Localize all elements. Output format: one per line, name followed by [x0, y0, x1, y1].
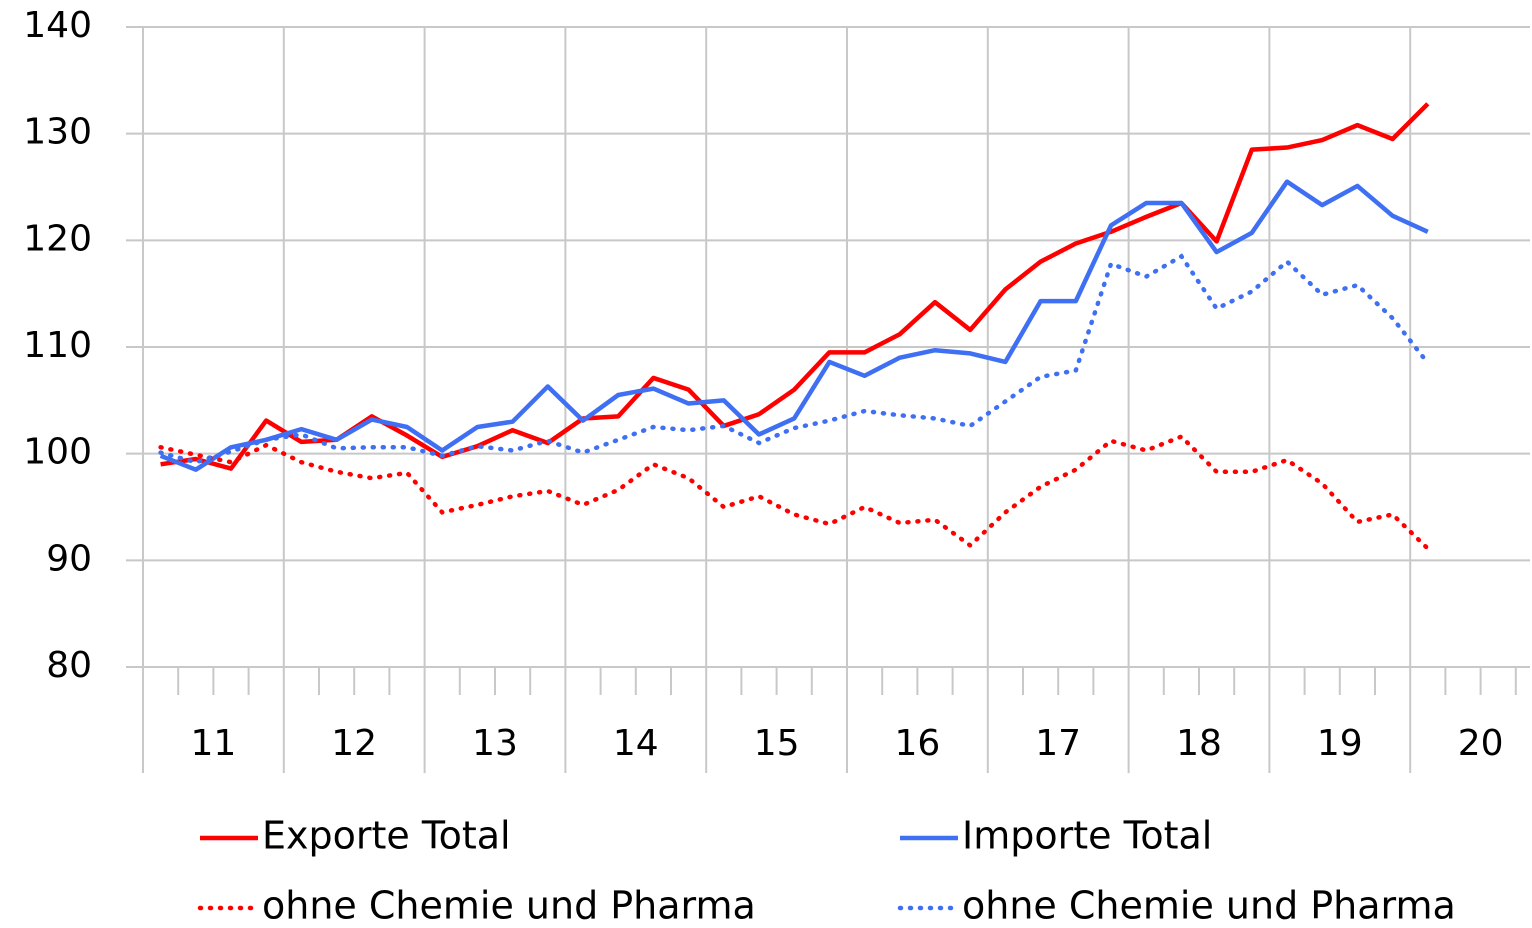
y-tick-label: 110: [23, 325, 92, 366]
series-line: [159, 179, 1429, 472]
y-tick-label: 120: [23, 218, 92, 259]
x-group-label: 20: [1458, 723, 1504, 764]
x-group-label: 12: [331, 723, 377, 764]
series-line: [160, 102, 1430, 471]
legend-label: Exporte Total: [262, 814, 511, 858]
x-group-label: 18: [1176, 723, 1222, 764]
y-tick-label: 130: [23, 112, 92, 153]
x-group-label: 19: [1317, 723, 1363, 764]
x-group-label: 16: [894, 723, 940, 764]
series-line: [158, 433, 1431, 551]
y-tick-label: 80: [46, 645, 92, 686]
series-line: [158, 253, 1431, 465]
legend-label: ohne Chemie und Pharma: [962, 884, 1456, 928]
x-group-label: 13: [472, 723, 518, 764]
x-group-label: 17: [1035, 723, 1081, 764]
y-tick-label: 100: [23, 432, 92, 473]
y-tick-label: 140: [23, 5, 92, 46]
y-tick-label: 90: [46, 538, 92, 579]
x-group-label: 15: [754, 723, 800, 764]
x-group-label: 11: [190, 723, 236, 764]
legend-label: Importe Total: [962, 814, 1212, 858]
x-group-label: 14: [613, 723, 659, 764]
legend: Exporte Total Importe Total ohne Chemie un…: [197, 814, 1456, 928]
legend-label: ohne Chemie und Pharma: [262, 884, 756, 928]
